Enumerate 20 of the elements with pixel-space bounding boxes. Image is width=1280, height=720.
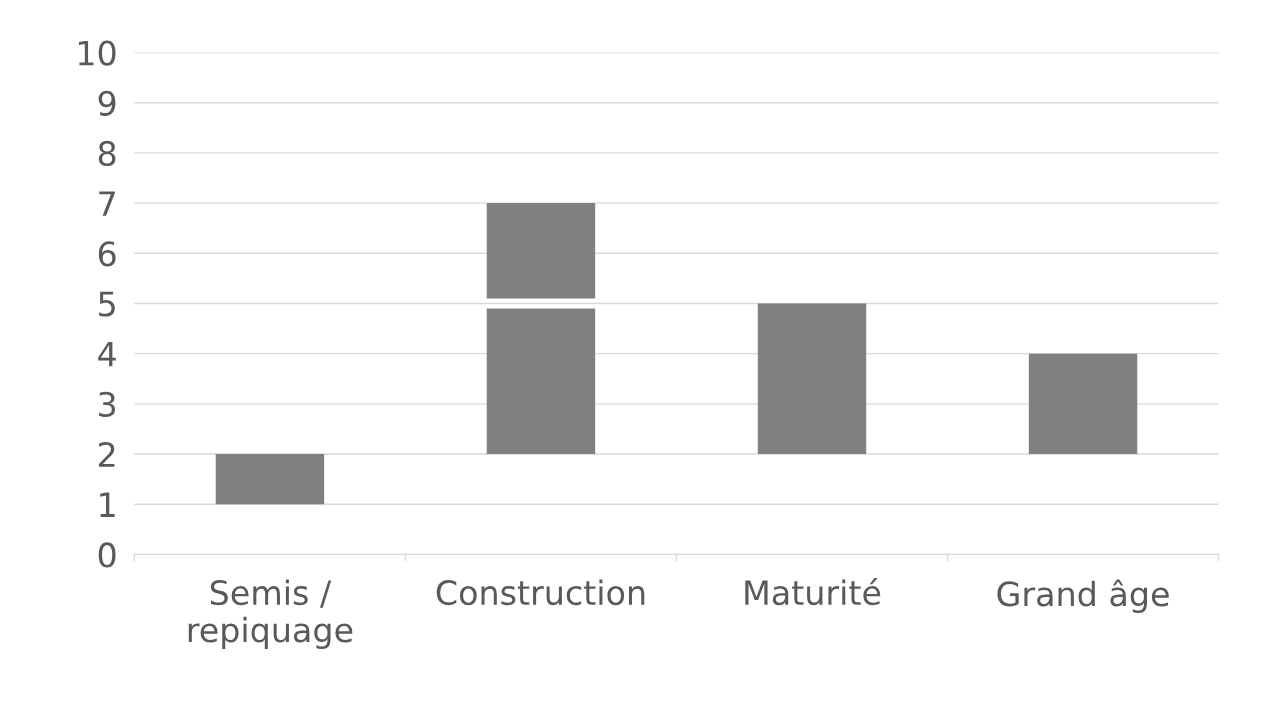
x-tick-label: Semis / repiquage: [188, 579, 353, 649]
y-tick-label: 0: [98, 542, 116, 568]
y-tick-label: 2: [98, 441, 115, 467]
x-tick-label: Grand âge: [997, 579, 1169, 613]
y-tick-label: 4: [98, 342, 116, 367]
bar: [486, 308, 596, 455]
bar: [215, 454, 325, 505]
y-tick-label: 10: [78, 40, 116, 66]
x-tick-label: Construction: [436, 579, 645, 606]
y-tick-label: 1: [100, 492, 115, 517]
y-tick-label: 7: [99, 191, 115, 216]
x-tick-label: Maturité: [745, 578, 881, 606]
y-tick-label: 5: [99, 291, 115, 317]
y-tick-label: 3: [99, 391, 116, 417]
y-tick-label: 8: [98, 140, 116, 167]
bar: [486, 203, 596, 299]
bar: [1028, 353, 1138, 455]
y-tick-label: 9: [98, 90, 116, 116]
bar: [757, 303, 867, 455]
y-tick-label: 6: [98, 241, 116, 267]
